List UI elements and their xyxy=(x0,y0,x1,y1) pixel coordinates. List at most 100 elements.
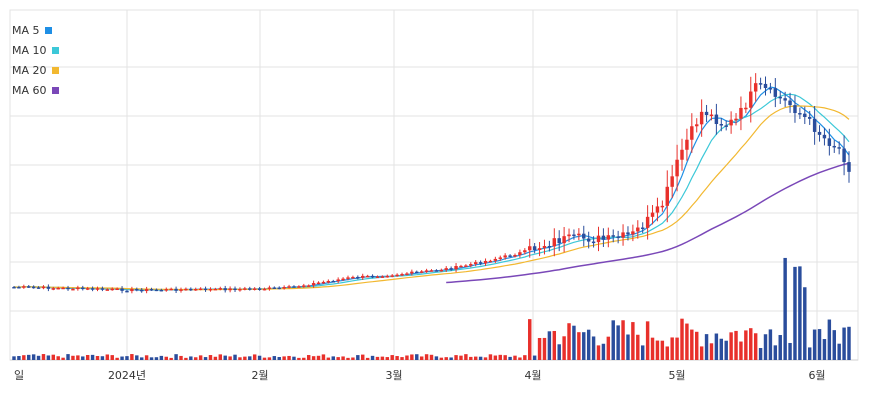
volume-bar xyxy=(81,356,85,360)
candle xyxy=(198,288,203,291)
volume-bar xyxy=(675,337,679,360)
volume-bar xyxy=(655,340,660,360)
volume-bar xyxy=(218,354,223,360)
candle xyxy=(749,91,753,108)
candle xyxy=(120,288,124,291)
candle xyxy=(483,260,488,264)
volume-bar xyxy=(616,325,620,360)
candle xyxy=(292,286,296,288)
candle xyxy=(85,288,90,290)
volume-bar xyxy=(577,332,581,360)
candle xyxy=(591,241,596,244)
volume-bar xyxy=(758,347,763,360)
volume-bar xyxy=(724,340,728,360)
candle xyxy=(807,117,812,119)
x-axis-label: 2024년 xyxy=(108,369,146,382)
volume-bar xyxy=(513,355,517,360)
volume-bar xyxy=(812,329,817,360)
candle xyxy=(105,289,110,291)
volume-bar xyxy=(439,357,444,360)
volume-bar xyxy=(822,339,827,360)
volume-bar xyxy=(665,346,669,360)
volume-bar xyxy=(66,354,70,360)
candle xyxy=(557,238,561,244)
volume-bar xyxy=(645,321,650,360)
candle xyxy=(194,289,198,291)
candle xyxy=(518,252,522,255)
candle xyxy=(744,107,748,110)
candle xyxy=(827,138,832,146)
volume-bar xyxy=(277,356,281,360)
candle xyxy=(478,262,483,264)
volume-bar xyxy=(213,356,218,360)
candle xyxy=(228,288,232,291)
volume-bar xyxy=(356,355,360,360)
volume-bar xyxy=(636,334,640,360)
volume-bar xyxy=(130,354,134,360)
legend-item-ma60: MA 60 xyxy=(12,80,59,100)
volume-bar xyxy=(464,354,468,360)
candle xyxy=(36,287,41,289)
volume-bar xyxy=(827,319,832,360)
volume-bar xyxy=(778,335,782,360)
candle xyxy=(66,287,70,290)
volume-bar xyxy=(400,357,404,360)
volume-bar xyxy=(518,357,522,360)
candle xyxy=(302,285,306,287)
candle xyxy=(125,290,129,293)
volume-bar xyxy=(473,356,478,360)
candle xyxy=(763,83,768,89)
candle xyxy=(139,289,144,292)
candle xyxy=(842,148,846,163)
volume-bar xyxy=(483,357,488,360)
volume-bar xyxy=(321,354,326,360)
volume-bar xyxy=(798,266,802,360)
candle xyxy=(257,288,262,290)
candle xyxy=(601,235,606,240)
volume-bar xyxy=(238,357,242,360)
candle xyxy=(729,119,733,126)
candle xyxy=(223,288,227,291)
volume-bar xyxy=(729,332,733,360)
candle xyxy=(709,114,714,117)
volume-bar xyxy=(601,343,606,360)
candle xyxy=(356,276,360,279)
volume-bar xyxy=(596,345,601,360)
volume-bar xyxy=(449,357,453,360)
volume-bar xyxy=(56,356,60,360)
volume-bar xyxy=(203,357,208,360)
volume-bar xyxy=(46,355,51,360)
volume-bar xyxy=(532,355,537,360)
volume-bar xyxy=(415,354,419,360)
candle xyxy=(277,287,281,290)
candle xyxy=(493,258,498,261)
volume-bar xyxy=(390,355,394,360)
legend-item-ma10: MA 10 xyxy=(12,40,59,60)
candle xyxy=(665,186,669,206)
volume-bar xyxy=(488,354,493,360)
volume-bar xyxy=(685,323,689,360)
candle xyxy=(695,124,699,127)
legend: MA 5 MA 10 MA 20 MA 60 xyxy=(12,20,59,100)
candle xyxy=(213,288,218,291)
candle xyxy=(719,124,724,126)
candle xyxy=(31,286,36,289)
candle xyxy=(788,100,792,106)
volume-bar xyxy=(85,354,90,360)
volume-bar xyxy=(611,320,615,360)
candle xyxy=(626,232,630,235)
volume-bar xyxy=(90,354,95,360)
candle xyxy=(351,276,355,279)
volume-bar xyxy=(184,357,188,360)
volume-bar xyxy=(115,357,119,360)
volume-bar xyxy=(444,357,448,360)
volume-bar xyxy=(523,355,527,360)
volume-bar xyxy=(272,356,277,360)
candle xyxy=(655,206,660,213)
volume-bar xyxy=(341,356,345,360)
candle xyxy=(621,232,625,238)
candle xyxy=(503,255,507,258)
candle xyxy=(306,285,311,287)
candle xyxy=(464,265,468,267)
